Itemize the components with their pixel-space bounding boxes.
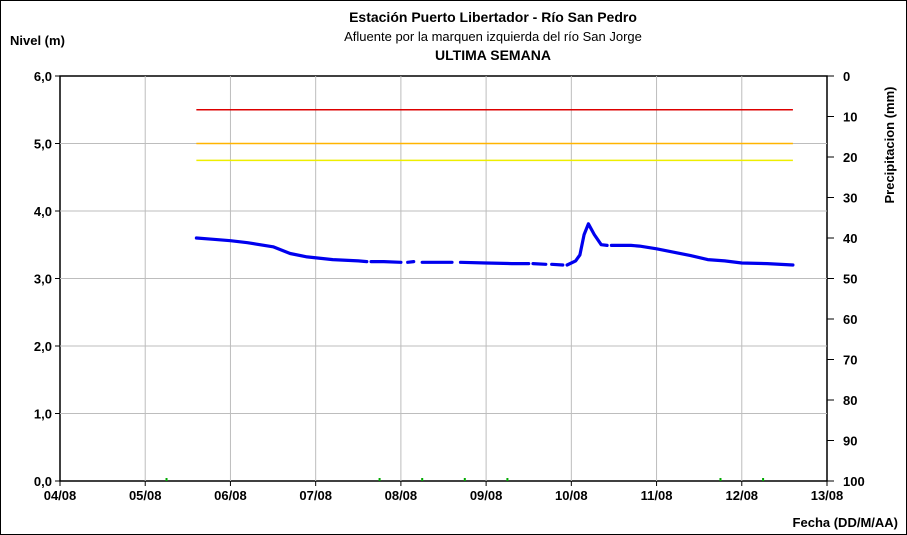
precipitation-mark	[421, 478, 424, 481]
y2-tick-label: 60	[843, 312, 857, 327]
y2-axis-label: Precipitacion (mm)	[882, 86, 897, 203]
x-tick-label: 07/08	[299, 488, 332, 503]
y2-tick-label: 10	[843, 110, 857, 125]
y-tick-label: 6,0	[34, 69, 52, 84]
level-line-segment	[194, 236, 369, 264]
precipitation-mark	[719, 478, 722, 481]
precipitation-mark	[463, 478, 466, 481]
precipitation-marks	[165, 478, 765, 481]
x-tick-label: 12/08	[726, 488, 759, 503]
axis-ticks: 04/08 05/08 06/08 07/08 08/08 09/08 10/08 11/08…	[34, 69, 865, 503]
y-tick-label: 4,0	[34, 204, 52, 219]
y2-tick-label: 80	[843, 393, 857, 408]
precipitation-mark	[762, 478, 765, 481]
x-tick-label: 04/08	[44, 488, 77, 503]
level-line-segment	[565, 222, 609, 267]
y-tick-label: 2,0	[34, 339, 52, 354]
y2-tick-label: 0	[843, 69, 850, 84]
y-tick-label: 1,0	[34, 407, 52, 422]
x-axis-label: Fecha (DD/M/AA)	[793, 515, 898, 530]
x-tick-label: 13/08	[811, 488, 844, 503]
y-tick-label: 0,0	[34, 474, 52, 489]
level-line-segment	[458, 260, 531, 266]
precipitation-mark	[506, 478, 509, 481]
chart-title: Estación Puerto Libertador - Río San Ped…	[349, 9, 637, 25]
gridlines	[60, 76, 827, 481]
y-tick-label: 5,0	[34, 137, 52, 152]
level-line-segment	[369, 260, 403, 264]
precipitation-mark	[378, 478, 381, 481]
chart-subtitle-2: ULTIMA SEMANA	[435, 47, 551, 63]
y-tick-label: 3,0	[34, 272, 52, 287]
level-series	[194, 222, 795, 267]
y2-tick-label: 40	[843, 231, 857, 246]
x-tick-label: 10/08	[555, 488, 588, 503]
y2-tick-label: 20	[843, 150, 857, 165]
x-tick-label: 09/08	[470, 488, 503, 503]
y2-tick-label: 50	[843, 272, 857, 287]
x-tick-label: 08/08	[385, 488, 418, 503]
y2-tick-label: 30	[843, 191, 857, 206]
level-line-segment	[531, 262, 548, 266]
level-line-segment	[609, 243, 795, 267]
x-tick-label: 05/08	[129, 488, 162, 503]
x-tick-label: 06/08	[214, 488, 247, 503]
y2-tick-label: 70	[843, 353, 857, 368]
chart-subtitle: Afluente por la marquen izquierda del rí…	[344, 29, 642, 44]
level-line-segment	[406, 260, 416, 264]
y-axis-label: Nivel (m)	[10, 33, 65, 48]
y2-tick-label: 90	[843, 434, 857, 449]
y2-tick-label: 100	[843, 474, 865, 489]
level-line-segment	[550, 262, 565, 267]
threshold-lines	[196, 108, 793, 162]
precipitation-mark	[165, 478, 168, 481]
x-tick-label: 11/08	[641, 488, 673, 503]
